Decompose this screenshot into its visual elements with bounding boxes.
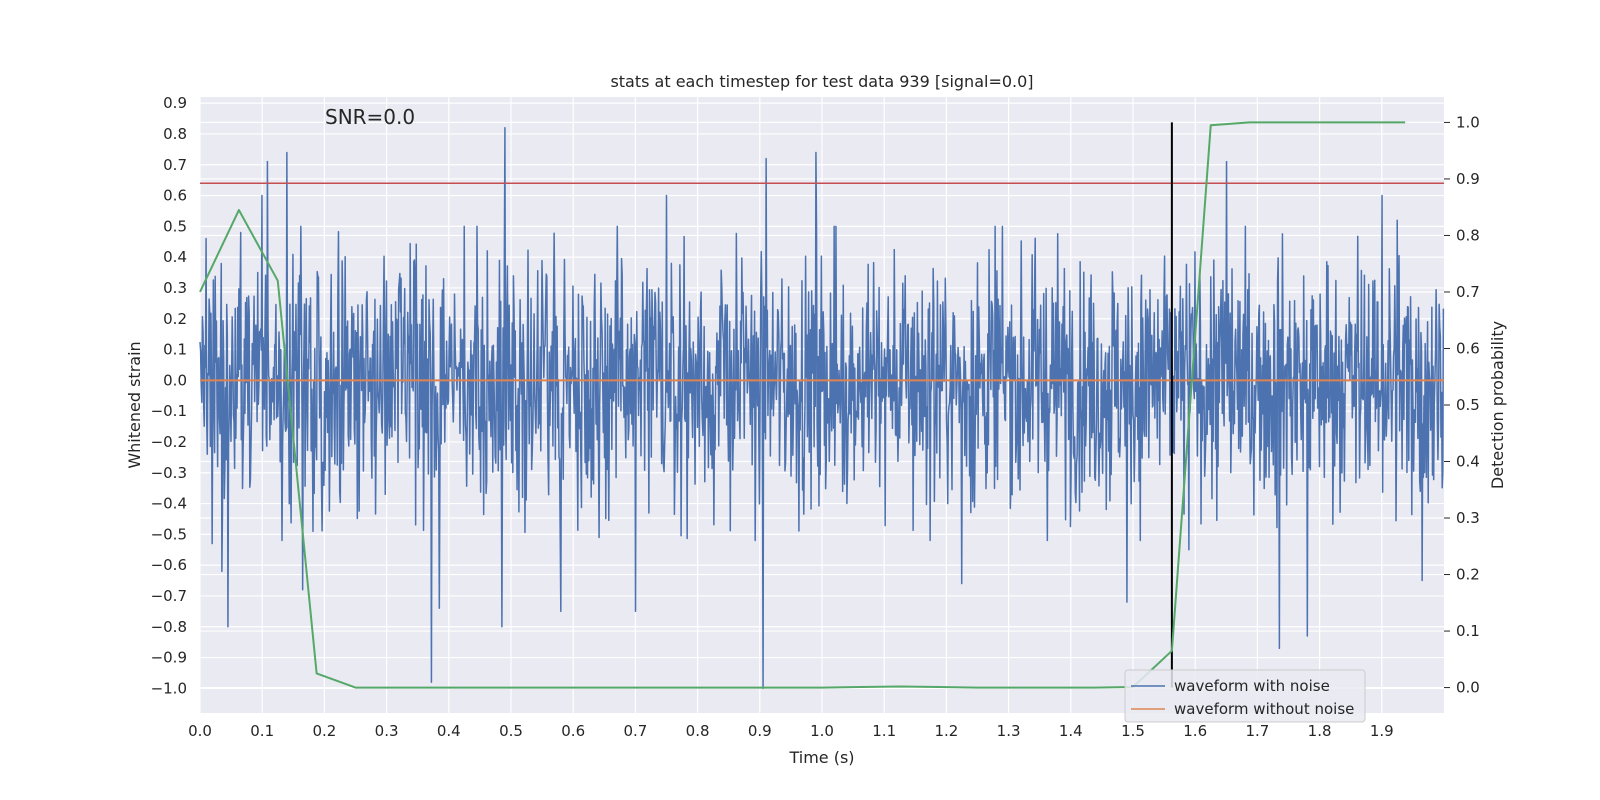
y2-tick-label: 0.2 — [1456, 566, 1480, 584]
x-tick-label: 1.4 — [1059, 722, 1083, 740]
series-waveform-with-noise — [199, 127, 1445, 690]
y-tick-label: −1.0 — [151, 679, 187, 697]
y-tick-label: 0.5 — [163, 217, 187, 235]
x-tick-label: 0.3 — [375, 722, 399, 740]
x-tick-label: 0.7 — [623, 722, 647, 740]
x-tick-label: 1.3 — [997, 722, 1021, 740]
y-tick-label: 0.9 — [163, 94, 187, 112]
y2-tick-label: 0.0 — [1456, 679, 1480, 697]
y-tick-label: 0.3 — [163, 279, 187, 297]
y2-tick-label: 0.6 — [1456, 339, 1480, 357]
y-tick-label: 0.0 — [163, 371, 187, 389]
snr-annotation: SNR=0.0 — [325, 105, 415, 129]
legend: waveform with noise waveform without noi… — [1124, 669, 1366, 723]
y-tick-label: 0.8 — [163, 125, 187, 143]
y-axis-label: Whitened strain — [125, 341, 144, 468]
y-tick-label: 0.2 — [163, 310, 187, 328]
x-tick-label: 0.9 — [748, 722, 772, 740]
y2-tick-label: 0.8 — [1456, 226, 1480, 244]
series-detection-probability — [199, 121, 1406, 689]
x-tick-label: 0.6 — [561, 722, 585, 740]
y-tick-label: −0.4 — [151, 495, 187, 513]
legend-label-noise: waveform with noise — [1174, 677, 1330, 695]
x-tick-label: 1.2 — [934, 722, 958, 740]
legend-label-clean: waveform without noise — [1174, 700, 1354, 718]
y2-axis-label: Detection probability — [1488, 321, 1507, 489]
y2-tick-label: 0.9 — [1456, 170, 1480, 188]
legend-box — [1124, 669, 1366, 723]
x-tick-label: 1.0 — [810, 722, 834, 740]
ticks: 0.0 0.1 0.2 0.3 0.4 0.5 0.6 0.7 0.8 0.9 1.0 1.1 1.2 1… — [151, 94, 1480, 740]
x-tick-label: 0.1 — [250, 722, 274, 740]
y-tick-label: −0.1 — [151, 402, 187, 420]
y2-tick-label: 0.1 — [1456, 622, 1480, 640]
y-tick-label: 0.1 — [163, 341, 187, 359]
y2-tick-label: 0.7 — [1456, 283, 1480, 301]
y-tick-label: −0.6 — [151, 556, 187, 574]
y2-tick-label: 0.5 — [1456, 396, 1480, 414]
chart-title: stats at each timestep for test data 939… — [610, 72, 1033, 91]
x-tick-label: 1.5 — [1121, 722, 1145, 740]
x-tick-label: 1.9 — [1370, 722, 1394, 740]
y-tick-label: −0.2 — [151, 433, 187, 451]
x-tick-label: 1.1 — [872, 722, 896, 740]
x-tick-label: 1.7 — [1245, 722, 1269, 740]
series-layer — [199, 121, 1445, 690]
y-tick-label: −0.9 — [151, 649, 187, 667]
y2-tick-label: 1.0 — [1456, 113, 1480, 131]
y-tick-label: −0.7 — [151, 587, 187, 605]
y-tick-label: −0.3 — [151, 464, 187, 482]
y-tick-label: −0.8 — [151, 618, 187, 636]
y-tick-label: 0.7 — [163, 156, 187, 174]
x-tick-label: 0.4 — [437, 722, 461, 740]
y-tick-label: 0.4 — [163, 248, 187, 266]
x-tick-label: 0.8 — [686, 722, 710, 740]
x-tick-label: 0.0 — [188, 722, 212, 740]
x-tick-label: 0.5 — [499, 722, 523, 740]
y2-tick-label: 0.3 — [1456, 509, 1480, 527]
y-tick-label: −0.5 — [151, 525, 187, 543]
x-tick-label: 1.8 — [1308, 722, 1332, 740]
y2-tick-label: 0.4 — [1456, 453, 1480, 471]
x-axis-label: Time (s) — [788, 748, 854, 767]
y-tick-label: 0.6 — [163, 187, 187, 205]
x-tick-label: 1.6 — [1183, 722, 1207, 740]
x-tick-label: 0.2 — [312, 722, 336, 740]
